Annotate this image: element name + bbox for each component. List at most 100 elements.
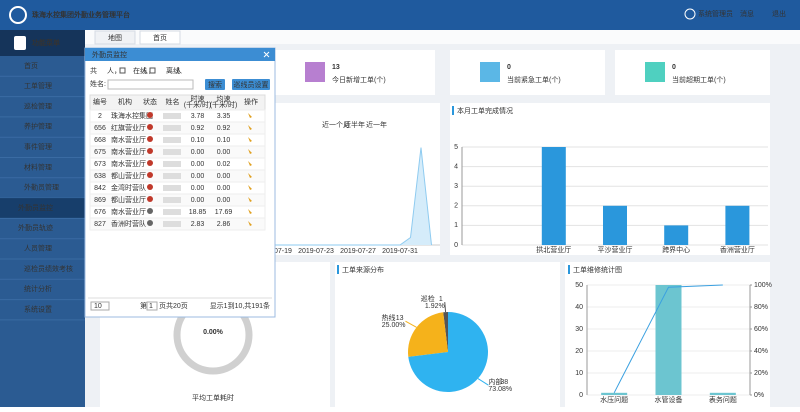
- table-cell: 638: [94, 173, 106, 180]
- range-link[interactable]: 近一年: [366, 120, 387, 129]
- locate-icon[interactable]: [248, 197, 252, 202]
- settings-label[interactable]: 巡线员设置: [234, 80, 269, 89]
- gauge-value: 0.00%: [203, 329, 224, 336]
- search-label[interactable]: 搜索: [208, 80, 222, 89]
- label-line: [444, 302, 447, 313]
- menu-item[interactable]: 首页: [24, 61, 38, 70]
- pie-percent: 25.00%: [382, 322, 406, 329]
- summary-text: 在线: [133, 66, 147, 75]
- bar: [709, 392, 736, 395]
- header: [0, 0, 800, 30]
- stat-value: 0: [507, 64, 511, 71]
- menu-icon: [14, 36, 26, 50]
- user-name[interactable]: 系统管理员: [698, 9, 733, 18]
- y-tick-label: 1: [454, 222, 458, 229]
- label-line: [405, 320, 417, 328]
- menu-item[interactable]: 材料管理: [24, 162, 52, 171]
- y-tick-label: 40: [575, 304, 583, 311]
- menu-item[interactable]: 外勤员监控: [18, 203, 53, 212]
- locate-icon[interactable]: [248, 185, 252, 190]
- stat-label: 当前紧急工单(个): [507, 75, 561, 84]
- table-cell: 869: [94, 197, 106, 204]
- menu-item[interactable]: 外勤员轨迹: [18, 223, 53, 232]
- page-number: 1: [149, 303, 153, 310]
- locate-icon[interactable]: [248, 113, 252, 118]
- close-icon[interactable]: [263, 51, 270, 58]
- y-tick-label: 0: [454, 242, 458, 249]
- tab-label[interactable]: 首页: [153, 33, 167, 42]
- table-cell: 827: [94, 221, 106, 228]
- stat-value: 0: [672, 64, 676, 71]
- menu-item[interactable]: 人员管理: [24, 244, 52, 253]
- logout-link[interactable]: 退出: [772, 9, 786, 18]
- y2-tick-label: 80%: [754, 304, 768, 311]
- range-link[interactable]: 近一个月: [322, 120, 350, 129]
- line: [613, 284, 723, 394]
- menu-item[interactable]: 统计分析: [24, 284, 52, 293]
- table-cell: 676: [94, 209, 106, 216]
- pager-text: 页共20页: [159, 301, 188, 310]
- tab: [94, 30, 136, 45]
- bar: [603, 205, 627, 245]
- table-cell: 17.69: [215, 209, 233, 216]
- stat-label: 当前超期工单(个): [672, 75, 726, 84]
- pie-percent: 73.08%: [488, 386, 512, 393]
- x-tick-label: 2019-07-31: [382, 248, 418, 255]
- name-input: [107, 79, 194, 90]
- status-icon: [147, 196, 153, 202]
- column-header: (千米/时): [184, 100, 212, 109]
- column-header: 状态: [143, 97, 157, 106]
- header-title: 珠海水控集团外勤业务管理平台: [32, 10, 130, 19]
- table-cell: 都山营业厅: [111, 195, 146, 204]
- locate-icon[interactable]: [248, 209, 252, 214]
- pie-slice: [408, 312, 448, 357]
- menu-item[interactable]: 养护管理: [24, 122, 52, 131]
- table-cell: 0.10: [217, 137, 231, 144]
- range-link[interactable]: 近半年: [344, 120, 365, 129]
- menu-item[interactable]: 巡检员绩效考核: [24, 264, 73, 273]
- tab-label[interactable]: 地图: [108, 33, 122, 42]
- locate-icon[interactable]: [248, 137, 252, 142]
- y2-tick-label: 40%: [754, 348, 768, 355]
- table-cell: 0.00: [191, 173, 205, 180]
- menu-item[interactable]: 系统设置: [24, 304, 52, 313]
- locate-icon[interactable]: [248, 161, 252, 166]
- menu-item[interactable]: 事件管理: [24, 142, 52, 151]
- status-icon: [147, 136, 153, 142]
- status-icon: [147, 148, 153, 154]
- pie-slice: [443, 312, 448, 352]
- x-tick-label: 表务问题: [709, 395, 737, 404]
- search-button: [205, 79, 225, 90]
- table-cell: 842: [94, 185, 106, 192]
- pager-text: 第: [140, 301, 147, 310]
- page-size-label[interactable]: 10: [94, 303, 102, 310]
- locate-icon[interactable]: [248, 149, 252, 154]
- menu-item[interactable]: 外勤员管理: [24, 183, 59, 192]
- pie-label: 内部: [488, 377, 502, 386]
- stat-icon: [480, 62, 500, 82]
- x-tick-label: 拱北营业厅: [536, 245, 571, 254]
- stat-card: [615, 50, 770, 95]
- chart-title: 本月工单完成情况: [457, 106, 513, 115]
- stat-value: 13: [332, 64, 340, 71]
- checkbox: [149, 67, 156, 74]
- table-cell: 0.00: [217, 197, 231, 204]
- page-input: [146, 301, 158, 311]
- pager-info: 显示1到10,共191条: [210, 301, 270, 310]
- x-tick-label: 2019-07-27: [340, 248, 376, 255]
- menu-item[interactable]: 巡检管理: [24, 101, 52, 110]
- table-cell: 656: [94, 125, 106, 132]
- locate-icon[interactable]: [248, 221, 252, 226]
- table-cell: 2: [98, 113, 102, 120]
- locate-icon[interactable]: [248, 173, 252, 178]
- menu-item[interactable]: 工单管理: [24, 81, 52, 90]
- table-cell: 南水营业厅: [111, 207, 146, 216]
- table-cell: 都山营业厅: [111, 171, 146, 180]
- pie-value: 13: [396, 315, 404, 322]
- bar: [601, 392, 628, 395]
- locate-icon[interactable]: [248, 125, 252, 130]
- table-cell: 0.00: [217, 173, 231, 180]
- table-cell: 675: [94, 149, 106, 156]
- message-link[interactable]: 消息: [740, 9, 754, 18]
- y-tick-label: 4: [454, 163, 458, 170]
